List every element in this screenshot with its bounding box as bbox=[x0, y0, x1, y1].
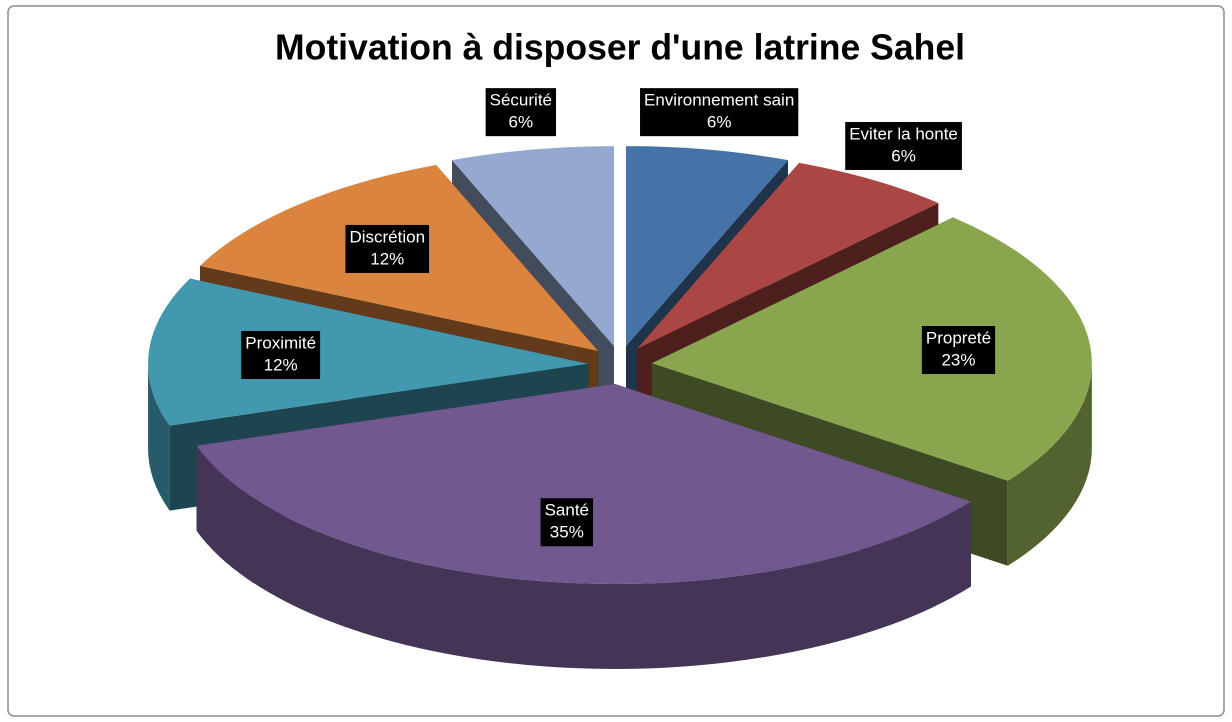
data-label: Proximité 12% bbox=[241, 331, 321, 380]
data-label: Discrétion 12% bbox=[345, 224, 430, 273]
label-value: 23% bbox=[941, 351, 975, 370]
label-value: 6% bbox=[707, 113, 732, 132]
data-label: Eviter la honte 6% bbox=[845, 121, 962, 170]
slice bbox=[148, 278, 589, 426]
label-value: 12% bbox=[264, 355, 298, 374]
label-box bbox=[485, 88, 557, 137]
data-label: Environnement sain 6% bbox=[640, 88, 799, 137]
slice bbox=[651, 217, 1092, 481]
label-box bbox=[845, 121, 962, 170]
label-box bbox=[345, 224, 430, 273]
slice bbox=[196, 383, 971, 584]
slice bbox=[637, 162, 939, 349]
label-name: Santé bbox=[545, 501, 589, 520]
label-value: 35% bbox=[550, 523, 584, 542]
pie bbox=[148, 146, 1092, 669]
slice bbox=[625, 146, 788, 347]
label-value: 12% bbox=[370, 249, 404, 268]
data-label: Propreté 23% bbox=[921, 326, 996, 375]
slice-wall bbox=[148, 363, 170, 511]
label-name: Eviter la honte bbox=[849, 124, 958, 143]
label-name: Sécurité bbox=[490, 91, 552, 110]
label-value: 6% bbox=[891, 146, 916, 165]
labels: Environnement sain 6% Eviter la honte 6% Pro… bbox=[241, 88, 996, 547]
data-label: Sécurité 6% bbox=[485, 88, 557, 137]
label-box bbox=[640, 88, 799, 137]
label-box bbox=[921, 326, 996, 375]
chart-title: Motivation à disposer d'une latrine Sahe… bbox=[275, 27, 965, 68]
label-name: Proximité bbox=[245, 333, 316, 352]
slice-wall bbox=[1007, 363, 1092, 566]
label-name: Propreté bbox=[926, 329, 991, 348]
label-box bbox=[241, 331, 321, 380]
data-label: Santé 35% bbox=[540, 498, 594, 547]
label-value: 6% bbox=[509, 113, 534, 132]
slice bbox=[452, 146, 615, 347]
label-name: Discrétion bbox=[349, 227, 425, 246]
slice-wall bbox=[196, 445, 971, 669]
label-name: Environnement sain bbox=[644, 91, 794, 110]
label-box bbox=[540, 498, 594, 547]
